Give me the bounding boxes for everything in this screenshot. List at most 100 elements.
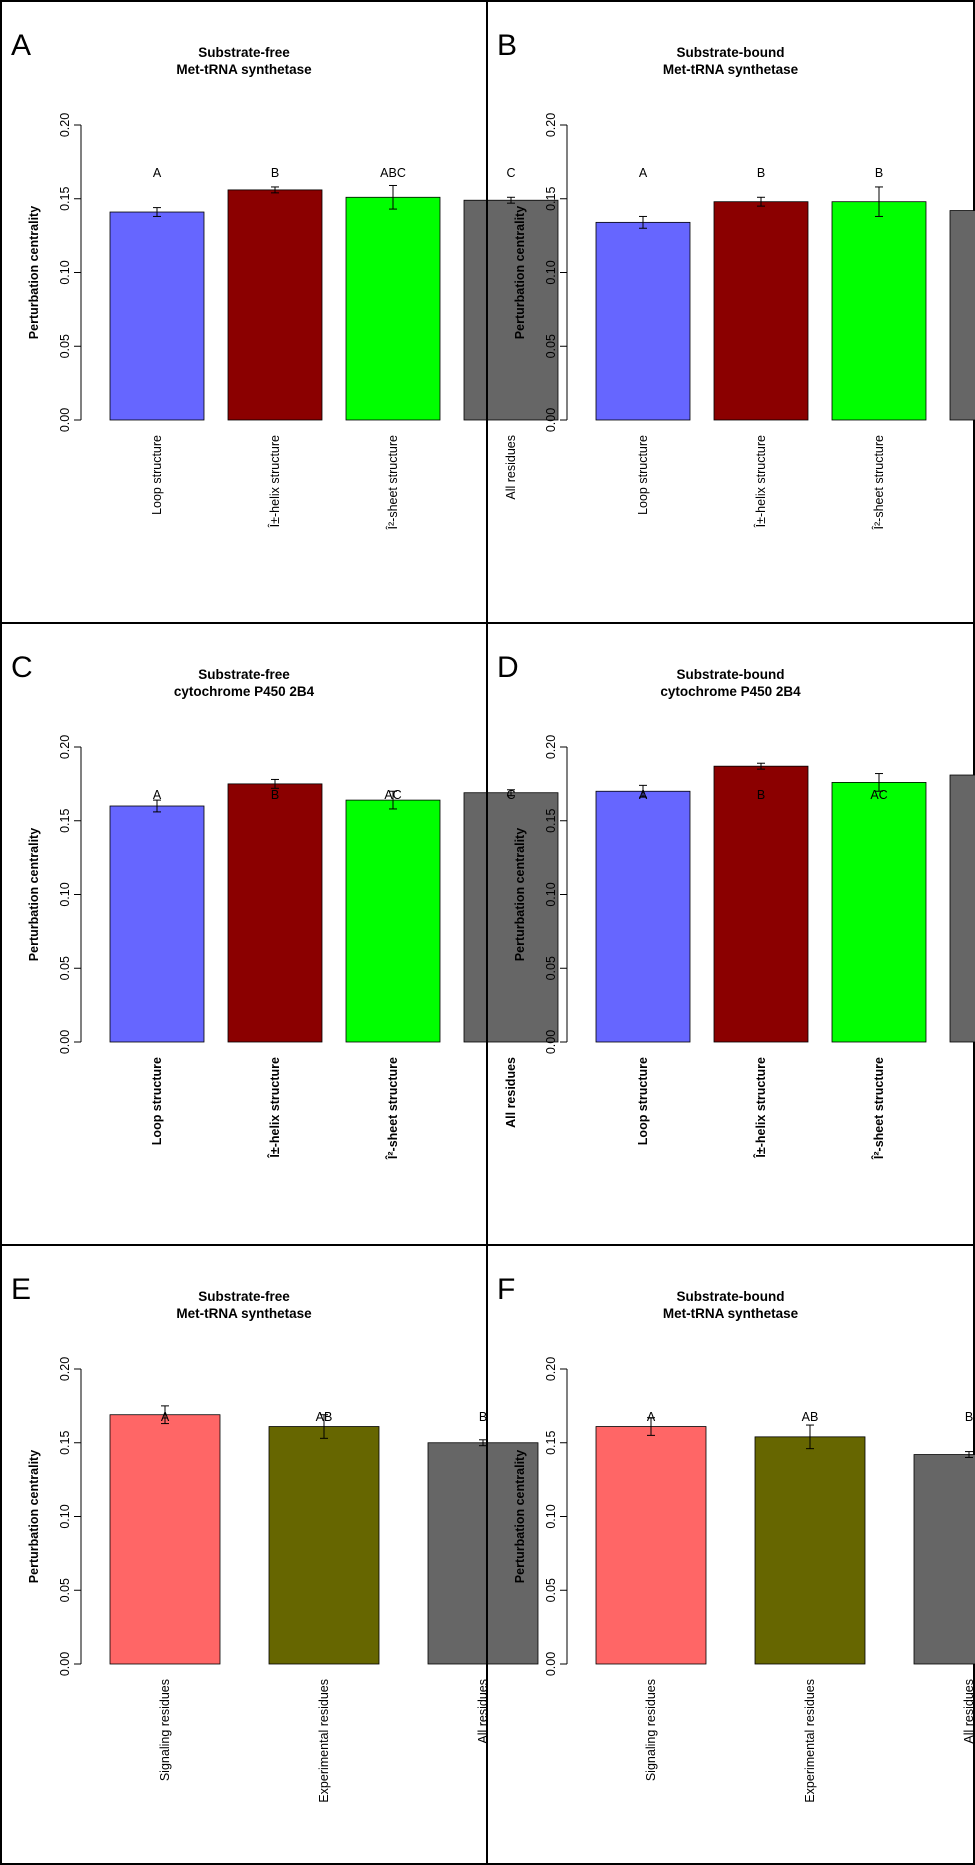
panel-d: D Substrate-bound cytochrome P450 2B4 0.00 0… xyxy=(486,622,975,1246)
y-tick-label: 0.00 xyxy=(58,1030,72,1054)
significance-label: ABC xyxy=(380,166,406,180)
bar xyxy=(913,1454,975,1665)
significance-label: A xyxy=(639,166,648,180)
significance-label: AC xyxy=(384,788,401,802)
chart-title: Substrate-free xyxy=(198,1289,290,1304)
y-tick-label: 0.05 xyxy=(58,334,72,358)
category-label: Experimental residues xyxy=(803,1679,817,1803)
bar xyxy=(345,799,441,1043)
y-tick-label: 0.10 xyxy=(544,1504,558,1528)
y-tick-label: 0.15 xyxy=(58,1431,72,1455)
chart-title: Substrate-bound xyxy=(677,1289,785,1304)
bar xyxy=(427,1442,539,1665)
panel-letter: D xyxy=(497,651,519,684)
bar xyxy=(345,196,441,421)
category-label: Î²-sheet structure xyxy=(385,1057,400,1160)
bar xyxy=(268,1426,380,1665)
significance-label: A xyxy=(153,166,162,180)
y-tick-label: 0.15 xyxy=(544,809,558,833)
panel-c: C Substrate-free cytochrome P450 2B4 0.00 0.… xyxy=(0,622,559,1246)
significance-label: A xyxy=(639,788,648,802)
significance-label: AB xyxy=(316,1410,333,1424)
category-label: Signaling residues xyxy=(644,1679,658,1781)
bar xyxy=(595,221,691,421)
y-tick-label: 0.10 xyxy=(544,882,558,906)
significance-label: B xyxy=(757,166,765,180)
panel-letter: F xyxy=(497,1273,515,1306)
significance-label: B xyxy=(875,166,883,180)
y-tick-label: 0.20 xyxy=(544,113,558,137)
category-label: Signaling residues xyxy=(158,1679,172,1781)
bar xyxy=(713,765,809,1043)
category-label: Loop structure xyxy=(150,1057,164,1145)
significance-label: B xyxy=(479,1410,487,1424)
y-tick-label: 0.15 xyxy=(544,187,558,211)
bar xyxy=(831,782,927,1043)
bar xyxy=(831,201,927,421)
panel-border xyxy=(0,1244,488,1865)
y-tick-label: 0.05 xyxy=(544,334,558,358)
bar xyxy=(227,189,323,421)
significance-label: A xyxy=(161,1410,170,1424)
significance-label: B xyxy=(965,1410,973,1424)
bar xyxy=(754,1436,866,1665)
chart-title: cytochrome P450 2B4 xyxy=(174,684,315,699)
significance-label: C xyxy=(506,788,515,802)
bar xyxy=(109,211,205,421)
category-label: Î²-sheet structure xyxy=(871,435,886,531)
significance-label: A xyxy=(647,1410,656,1424)
significance-label: AB xyxy=(802,1410,819,1424)
y-tick-label: 0.20 xyxy=(544,1357,558,1381)
y-axis-label: Perturbation centrality xyxy=(513,1450,527,1583)
panel-letter: B xyxy=(497,29,517,62)
panel-b: B Substrate-bound Met-tRNA synthetase 0.00 0… xyxy=(486,0,975,624)
y-axis-label: Perturbation centrality xyxy=(513,828,527,961)
y-tick-label: 0.10 xyxy=(58,1504,72,1528)
bar xyxy=(949,210,975,421)
category-label: Î±-helix structure xyxy=(267,435,282,528)
bar xyxy=(227,783,323,1043)
chart-title: Met-tRNA synthetase xyxy=(176,62,312,77)
y-tick-label: 0.20 xyxy=(58,113,72,137)
y-tick-label: 0.00 xyxy=(58,408,72,432)
category-label: All residues xyxy=(504,1057,518,1128)
y-tick-label: 0.20 xyxy=(58,735,72,759)
category-label: Î±-helix structure xyxy=(267,1057,282,1159)
y-tick-label: 0.00 xyxy=(544,1030,558,1054)
y-axis-label: Perturbation centrality xyxy=(27,206,41,339)
y-tick-label: 0.00 xyxy=(544,1652,558,1676)
y-tick-label: 0.20 xyxy=(58,1357,72,1381)
category-label: Î±-helix structure xyxy=(753,435,768,528)
y-tick-label: 0.10 xyxy=(544,260,558,284)
category-label: Loop structure xyxy=(636,435,650,515)
y-axis-label: Perturbation centrality xyxy=(513,206,527,339)
y-tick-label: 0.15 xyxy=(544,1431,558,1455)
y-tick-label: 0.10 xyxy=(58,260,72,284)
category-label: Loop structure xyxy=(636,1057,650,1145)
panel-letter: E xyxy=(11,1273,31,1306)
panel-a: A Substrate-free Met-tRNA synthetase 0.00 0.… xyxy=(0,0,559,624)
panel-letter: C xyxy=(11,651,33,684)
chart-title: Met-tRNA synthetase xyxy=(663,1306,799,1321)
panel-letter: A xyxy=(11,29,31,62)
category-label: Î²-sheet structure xyxy=(385,435,400,531)
significance-label: B xyxy=(271,788,279,802)
bar xyxy=(463,792,559,1043)
y-tick-label: 0.05 xyxy=(58,1578,72,1602)
y-tick-label: 0.15 xyxy=(58,187,72,211)
panel-f: F Substrate-bound Met-tRNA synthetase 0.00 0… xyxy=(486,1244,975,1865)
chart-title: Substrate-bound xyxy=(677,667,785,682)
y-tick-label: 0.10 xyxy=(58,882,72,906)
significance-label: A xyxy=(153,788,162,802)
y-tick-label: 0.20 xyxy=(544,735,558,759)
bar xyxy=(463,199,559,421)
bar xyxy=(595,1426,707,1665)
y-tick-label: 0.05 xyxy=(544,1578,558,1602)
category-label: Î±-helix structure xyxy=(753,1057,768,1159)
y-tick-label: 0.00 xyxy=(544,408,558,432)
significance-label: B xyxy=(757,788,765,802)
y-tick-label: 0.05 xyxy=(58,956,72,980)
panel-e: E Substrate-free Met-tRNA synthetase 0.00 0.… xyxy=(0,1244,539,1865)
y-tick-label: 0.00 xyxy=(58,1652,72,1676)
